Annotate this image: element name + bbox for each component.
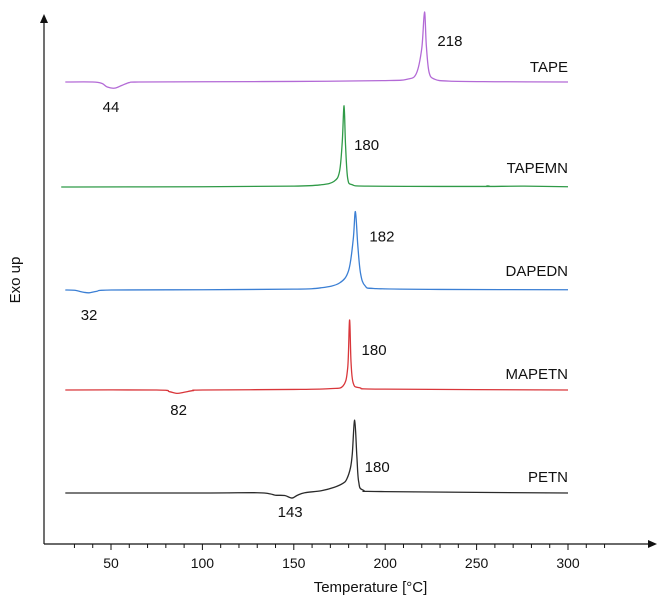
y-axis-arrow (40, 14, 48, 23)
peak-temperature-label: 182 (369, 229, 394, 246)
plot-area: TAPE 44 218 TAPEMN 180 DAPEDN 32 182 MAPETN 82 180… (61, 11, 569, 521)
series-line-tape (65, 11, 569, 89)
y-axis-title: Exo up (7, 257, 24, 304)
series-line-petn (65, 419, 569, 499)
series-name-label: TAPE (530, 59, 568, 76)
x-axis-title: Temperature [°C] (314, 579, 428, 596)
series-name-label: DAPEDN (505, 263, 568, 280)
series-dapedn: DAPEDN 32 182 (65, 210, 569, 324)
x-axis-arrow (648, 540, 657, 548)
endotherm-temperature-label: 82 (170, 402, 187, 419)
peak-temperature-label: 180 (354, 137, 379, 154)
peak-temperature-label: 218 (437, 33, 462, 50)
x-tick-label: 300 (556, 555, 580, 571)
series-tape: TAPE 44 218 (65, 11, 569, 116)
x-tick-label: 100 (191, 555, 215, 571)
series-name-label: TAPEMN (507, 160, 568, 177)
series-line-dapedn (65, 210, 569, 294)
axes: 50 100 150 200 250 300 (40, 14, 657, 571)
series-name-label: MAPETN (505, 366, 568, 383)
x-tick-label: 200 (374, 555, 398, 571)
series-line-tapemn (61, 105, 569, 188)
series-petn: PETN 143 180 (65, 419, 569, 521)
x-tick-label: 250 (465, 555, 489, 571)
endotherm-temperature-label: 32 (81, 307, 98, 324)
endotherm-temperature-label: 44 (103, 99, 120, 116)
series-mapetn: MAPETN 82 180 (65, 319, 569, 419)
x-tick-label: 50 (103, 555, 119, 571)
x-tick-label: 150 (282, 555, 306, 571)
peak-temperature-label: 180 (362, 342, 387, 359)
series-line-mapetn (65, 319, 569, 395)
peak-temperature-label: 180 (365, 459, 390, 476)
series-tapemn: TAPEMN 180 (61, 105, 569, 188)
series-name-label: PETN (528, 469, 568, 486)
endotherm-temperature-label: 143 (278, 504, 303, 521)
